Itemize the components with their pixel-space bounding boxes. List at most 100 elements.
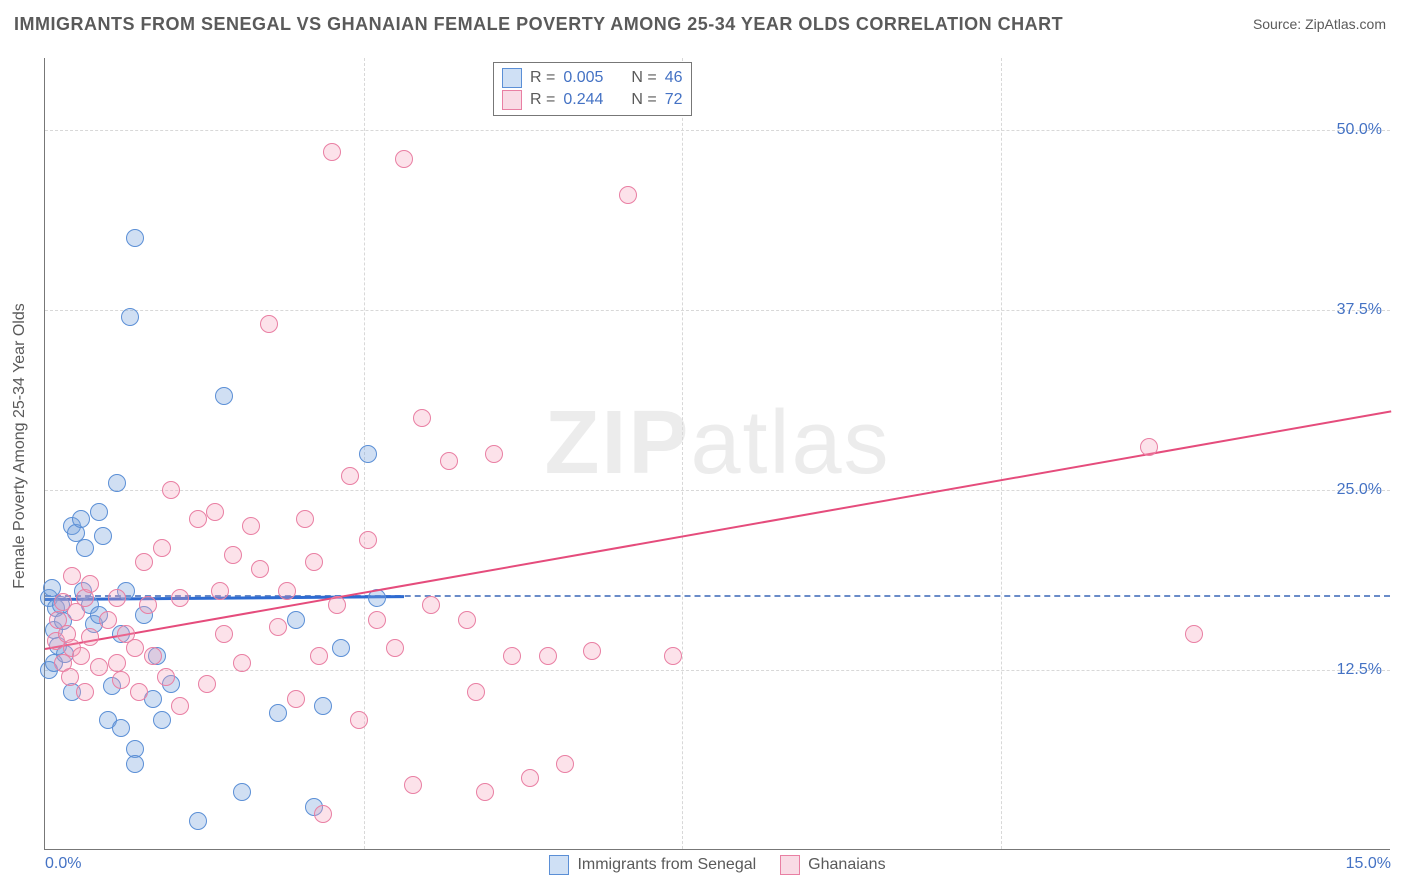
data-point-ghanaians (76, 683, 94, 701)
data-point-ghanaians (1185, 625, 1203, 643)
legend-r-label: R = (530, 67, 555, 89)
legend-series: Immigrants from Senegal Ghanaians (45, 855, 1390, 875)
source-citation: Source: ZipAtlas.com (1253, 16, 1386, 32)
data-point-senegal (72, 510, 90, 528)
data-point-ghanaians (440, 452, 458, 470)
data-point-ghanaians (90, 658, 108, 676)
legend-item-ghanaians: Ghanaians (780, 855, 885, 875)
data-point-senegal (287, 611, 305, 629)
data-point-ghanaians (413, 409, 431, 427)
gridline-vertical (682, 58, 683, 849)
data-point-ghanaians (206, 503, 224, 521)
data-point-ghanaians (368, 611, 386, 629)
data-point-ghanaians (305, 553, 323, 571)
data-point-ghanaians (458, 611, 476, 629)
data-point-ghanaians (404, 776, 422, 794)
data-point-ghanaians (395, 150, 413, 168)
y-tick-label: 12.5% (1337, 661, 1382, 679)
data-point-ghanaians (328, 596, 346, 614)
legend-swatch-senegal (502, 68, 522, 88)
data-point-ghanaians (619, 186, 637, 204)
legend-n-value-senegal: 46 (665, 67, 683, 89)
data-point-ghanaians (485, 445, 503, 463)
gridline-horizontal (45, 490, 1390, 491)
data-point-ghanaians (1140, 438, 1158, 456)
data-point-ghanaians (422, 596, 440, 614)
data-point-ghanaians (233, 654, 251, 672)
data-point-ghanaians (61, 668, 79, 686)
data-point-senegal (359, 445, 377, 463)
data-point-senegal (332, 639, 350, 657)
data-point-ghanaians (521, 769, 539, 787)
data-point-senegal (233, 783, 251, 801)
data-point-ghanaians (467, 683, 485, 701)
data-point-ghanaians (310, 647, 328, 665)
gridline-vertical (1001, 58, 1002, 849)
data-point-ghanaians (135, 553, 153, 571)
data-point-senegal (112, 719, 130, 737)
data-point-ghanaians (215, 625, 233, 643)
data-point-ghanaians (296, 510, 314, 528)
scatter-plot-area: ZIPatlas 12.5%25.0%37.5%50.0%0.0%15.0%R … (44, 58, 1390, 850)
data-point-ghanaians (189, 510, 207, 528)
data-point-ghanaians (171, 697, 189, 715)
y-tick-label: 37.5% (1337, 301, 1382, 319)
data-point-senegal (76, 539, 94, 557)
data-point-ghanaians (224, 546, 242, 564)
data-point-senegal (153, 711, 171, 729)
legend-r-value-senegal: 0.005 (563, 67, 603, 89)
data-point-senegal (126, 229, 144, 247)
data-point-ghanaians (359, 531, 377, 549)
data-point-ghanaians (81, 628, 99, 646)
data-point-ghanaians (130, 683, 148, 701)
chart-title: IMMIGRANTS FROM SENEGAL VS GHANAIAN FEMA… (14, 14, 1063, 35)
data-point-ghanaians (162, 481, 180, 499)
data-point-ghanaians (323, 143, 341, 161)
data-point-ghanaians (153, 539, 171, 557)
data-point-ghanaians (144, 647, 162, 665)
gridline-horizontal (45, 310, 1390, 311)
data-point-ghanaians (350, 711, 368, 729)
data-point-ghanaians (81, 575, 99, 593)
legend-label-senegal: Immigrants from Senegal (577, 856, 756, 874)
data-point-ghanaians (341, 467, 359, 485)
data-point-ghanaians (108, 589, 126, 607)
data-point-ghanaians (269, 618, 287, 636)
data-point-senegal (90, 503, 108, 521)
data-point-ghanaians (287, 690, 305, 708)
source-label: Source: (1253, 16, 1301, 32)
legend-stats-row-senegal: R =0.005N =46 (502, 67, 683, 89)
data-point-ghanaians (664, 647, 682, 665)
data-point-ghanaians (108, 654, 126, 672)
data-point-senegal (269, 704, 287, 722)
data-point-ghanaians (314, 805, 332, 823)
data-point-senegal (126, 755, 144, 773)
data-point-ghanaians (556, 755, 574, 773)
data-point-ghanaians (539, 647, 557, 665)
data-point-ghanaians (126, 639, 144, 657)
data-point-ghanaians (242, 517, 260, 535)
data-point-ghanaians (63, 567, 81, 585)
data-point-ghanaians (386, 639, 404, 657)
watermark: ZIPatlas (544, 392, 890, 495)
data-point-senegal (94, 527, 112, 545)
data-point-ghanaians (171, 589, 189, 607)
y-tick-label: 25.0% (1337, 481, 1382, 499)
legend-n-label: N = (631, 89, 656, 111)
watermark-rest: atlas (690, 393, 890, 493)
data-point-ghanaians (211, 582, 229, 600)
gridline-horizontal (45, 130, 1390, 131)
data-point-senegal (189, 812, 207, 830)
data-point-ghanaians (112, 671, 130, 689)
data-point-ghanaians (503, 647, 521, 665)
data-point-senegal (215, 387, 233, 405)
data-point-ghanaians (72, 647, 90, 665)
data-point-ghanaians (139, 596, 157, 614)
legend-swatch-ghanaians (502, 90, 522, 110)
y-axis-title: Female Poverty Among 25-34 Year Olds (11, 303, 29, 589)
data-point-ghanaians (278, 582, 296, 600)
data-point-senegal (121, 308, 139, 326)
legend-item-senegal: Immigrants from Senegal (549, 855, 756, 875)
data-point-ghanaians (583, 642, 601, 660)
legend-label-ghanaians: Ghanaians (808, 856, 885, 874)
